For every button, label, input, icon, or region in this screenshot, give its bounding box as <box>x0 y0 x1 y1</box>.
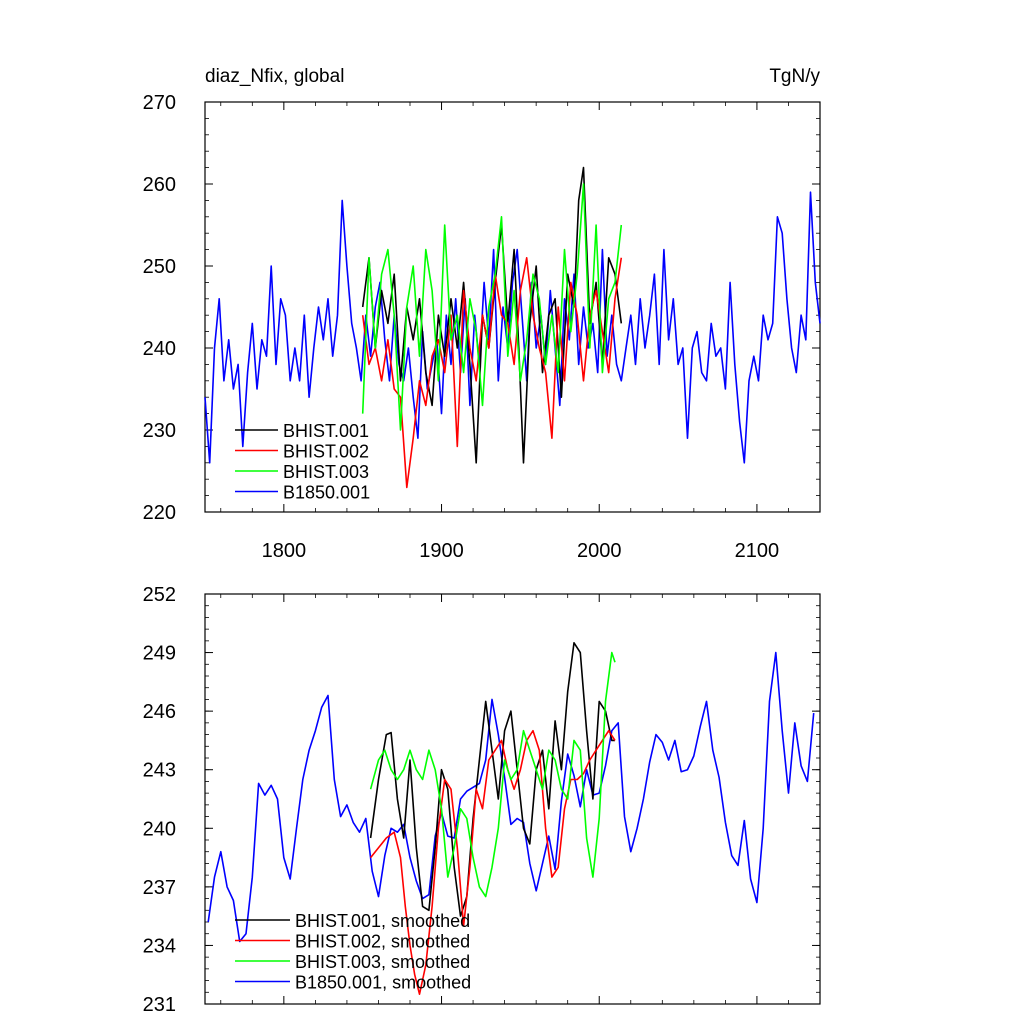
legend-label: BHIST.002, smoothed <box>295 932 470 952</box>
y-tick-label: 237 <box>143 877 176 899</box>
y-tick-label: 260 <box>143 174 176 196</box>
y-tick-label: 220 <box>143 502 176 524</box>
y-tick-label: 234 <box>143 935 176 957</box>
chart-title-left: diaz_Nfix, global <box>205 66 344 87</box>
y-tick-label: 249 <box>143 643 176 665</box>
series-line-b1850-001-smoothed <box>207 651 815 943</box>
axes: 231 234 237 240 243 246 249 252 <box>143 584 821 1016</box>
series-line-b1850-001 <box>204 191 821 464</box>
x-tick-label: 2000 <box>577 540 622 562</box>
axes: 220 230 240 250 260 270 1800 1900 2000 2100 <box>143 92 821 562</box>
legend-label: B1850.001, smoothed <box>295 973 471 993</box>
y-tick-label: 240 <box>143 818 176 840</box>
plot-frame <box>204 101 821 513</box>
y-tick-label: 230 <box>143 420 176 442</box>
legend-label: BHIST.001 <box>283 421 369 441</box>
legend-label: BHIST.001, smoothed <box>295 911 470 931</box>
chart-title-right: TgN/y <box>769 66 820 87</box>
series-group <box>204 166 821 489</box>
y-tick-label: 240 <box>143 338 176 360</box>
series-group <box>207 642 815 995</box>
legend-label: BHIST.003 <box>283 462 369 482</box>
series-line-bhist-002-smoothed <box>369 729 616 995</box>
y-tick-label: 252 <box>143 584 176 606</box>
series-line-bhist-001-smoothed <box>369 642 615 917</box>
top-panel: diaz_Nfix, global TgN/y 2202302402502602… <box>143 66 821 562</box>
x-tick-label: 1900 <box>419 540 464 562</box>
series-line-bhist-002 <box>361 257 623 489</box>
y-tick-label: 231 <box>143 994 176 1016</box>
series-line-bhist-003 <box>361 183 623 431</box>
y-tick-label: 250 <box>143 256 176 278</box>
x-tick-label: 1800 <box>262 540 307 562</box>
series-line-bhist-003-smoothed <box>369 651 616 898</box>
y-tick-label: 243 <box>143 760 176 782</box>
legend-label: BHIST.003, smoothed <box>295 952 470 972</box>
legend-label: BHIST.002 <box>283 442 369 462</box>
y-tick-label: 270 <box>143 92 176 114</box>
bottom-panel: 231 234 237 240 243 246 249 252 BHIST.001, smoo… <box>143 584 821 1016</box>
plot-frame <box>204 593 821 1005</box>
x-tick-label: 2100 <box>735 540 780 562</box>
y-tick-label: 246 <box>143 701 176 723</box>
legend-label: B1850.001 <box>283 483 370 503</box>
